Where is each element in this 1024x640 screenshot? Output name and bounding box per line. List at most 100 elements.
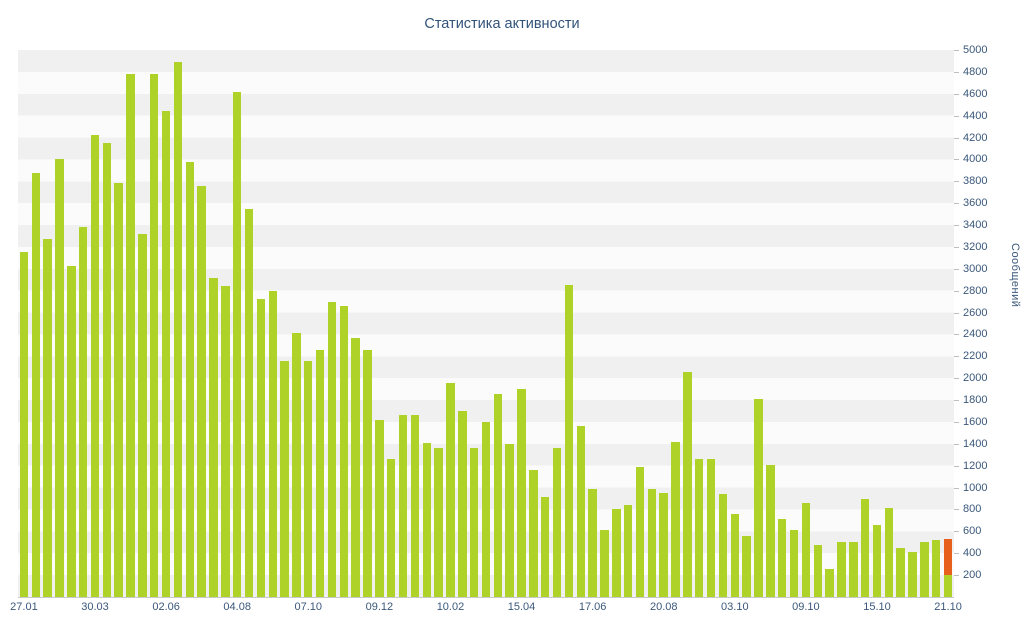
x-tick-label: 17.06 (578, 601, 607, 613)
bar (31, 172, 40, 597)
y-tick-label: 2400 (954, 328, 987, 340)
bar (398, 415, 408, 597)
plot-area (18, 50, 954, 598)
bar (351, 337, 360, 597)
bar (659, 493, 668, 597)
bar (564, 285, 574, 597)
y-axis-title: Сообщений (1009, 243, 1021, 308)
x-tick-label: 04.08 (223, 601, 251, 613)
bar (849, 542, 858, 597)
bar (304, 360, 313, 597)
bar (315, 349, 325, 597)
y-tick-label: 2000 (954, 372, 987, 384)
x-axis: 27.01 30.03 02.06 04.08 07.10 09.12 10.02 15.04… (10, 601, 978, 619)
bar (446, 382, 455, 597)
bar-current-period-base (943, 575, 953, 597)
bar (683, 371, 692, 597)
bar (623, 505, 633, 597)
x-tick-label: 20.08 (649, 601, 678, 613)
bar (19, 252, 29, 597)
y-tick-label: 5000 (954, 44, 987, 56)
bar (766, 464, 775, 597)
y-tick-label: 4600 (954, 88, 987, 100)
y-tick-label: 1200 (954, 460, 987, 472)
bar (742, 535, 751, 597)
bar (102, 143, 112, 597)
x-tick-label: 15.04 (507, 601, 536, 613)
bar (221, 286, 230, 597)
y-tick-label: 800 (954, 503, 981, 515)
bar (837, 542, 846, 597)
bar-current-period (943, 539, 953, 597)
y-tick-label: 2600 (954, 307, 987, 319)
bar (280, 360, 289, 597)
y-tick-label: 200 (954, 569, 981, 581)
bar (730, 513, 740, 597)
y-tick-label: 4800 (954, 66, 987, 78)
bar (292, 333, 301, 597)
x-tick-label: 09.10 (792, 601, 820, 613)
x-tick-label: 10.02 (436, 601, 465, 613)
bar (884, 508, 894, 597)
y-tick-label: 4000 (954, 153, 987, 165)
bar (576, 426, 585, 597)
bar (126, 74, 135, 597)
bar (860, 498, 870, 597)
bar (268, 290, 277, 597)
bar (529, 470, 538, 597)
x-tick-label: 03.10 (721, 601, 749, 613)
bar (67, 265, 76, 597)
bar (813, 544, 822, 597)
bar (932, 540, 941, 597)
bar (410, 415, 420, 597)
x-tick-label: 02.06 (152, 601, 180, 613)
y-tick-label: 1800 (954, 394, 987, 406)
bar (801, 502, 811, 597)
bar (375, 419, 384, 597)
x-tick-label: 15.10 (863, 601, 891, 613)
bar (55, 159, 64, 597)
y-tick-label: 3600 (954, 197, 987, 209)
bar (90, 135, 100, 597)
bar (161, 111, 171, 597)
x-tick-label: 27.01 (10, 601, 38, 613)
y-tick-label: 1400 (954, 438, 987, 450)
y-tick-label: 1000 (954, 482, 987, 494)
bar (150, 74, 159, 597)
bar (434, 448, 443, 597)
bar (185, 161, 194, 597)
bar (327, 301, 337, 597)
bar (339, 306, 349, 597)
bar (908, 552, 917, 597)
bar (920, 542, 929, 597)
y-tick-label: 3000 (954, 263, 987, 275)
chart-title: Статистика активности (424, 16, 580, 32)
bar (458, 411, 467, 597)
bar (422, 442, 431, 597)
y-tick-label: 2800 (954, 285, 987, 297)
y-tick-label: 1600 (954, 416, 987, 428)
bar (363, 349, 372, 597)
x-tick-label: 30.03 (81, 601, 109, 613)
bar (588, 488, 597, 597)
bar (754, 399, 763, 597)
bar (896, 547, 905, 597)
y-tick-label: 400 (954, 547, 981, 559)
bar (232, 91, 242, 597)
bar (256, 299, 266, 597)
bar (777, 519, 787, 597)
bar (138, 233, 147, 597)
bar (244, 208, 254, 597)
bar (647, 488, 657, 597)
y-tick-label: 4200 (954, 132, 987, 144)
bar (552, 448, 562, 597)
bar (825, 568, 834, 597)
y-tick-label: 3400 (954, 219, 987, 231)
bar (872, 524, 882, 597)
bar (43, 239, 52, 597)
bar (78, 227, 88, 597)
bar (173, 62, 183, 597)
bar (718, 494, 728, 597)
bar (635, 466, 645, 597)
